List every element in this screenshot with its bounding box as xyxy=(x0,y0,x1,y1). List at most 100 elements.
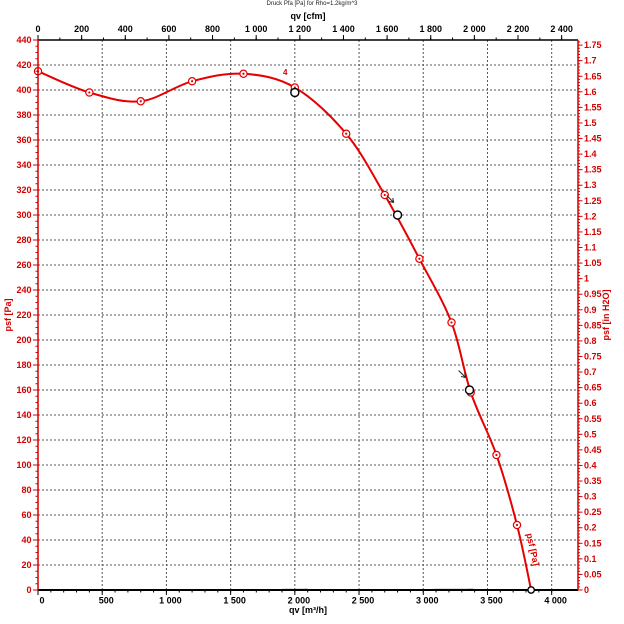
svg-text:1.25: 1.25 xyxy=(584,196,602,206)
svg-text:2 000: 2 000 xyxy=(463,24,486,34)
svg-text:0: 0 xyxy=(35,24,40,34)
svg-text:0.9: 0.9 xyxy=(584,305,597,315)
grid xyxy=(38,40,578,590)
svg-text:3 000: 3 000 xyxy=(416,596,439,606)
svg-text:240: 240 xyxy=(16,285,31,295)
svg-text:0.95: 0.95 xyxy=(584,289,602,299)
svg-text:1.1: 1.1 xyxy=(584,243,597,253)
svg-text:100: 100 xyxy=(16,460,31,470)
svg-text:160: 160 xyxy=(16,385,31,395)
svg-text:0: 0 xyxy=(26,585,31,595)
svg-text:60: 60 xyxy=(21,510,31,520)
svg-text:1 500: 1 500 xyxy=(223,596,246,606)
svg-text:0: 0 xyxy=(39,596,44,606)
svg-text:1.2: 1.2 xyxy=(584,211,597,221)
svg-text:200: 200 xyxy=(74,24,89,34)
point-label: 4 xyxy=(283,68,288,77)
svg-text:0.45: 0.45 xyxy=(584,445,602,455)
svg-text:40: 40 xyxy=(21,535,31,545)
svg-text:1 400: 1 400 xyxy=(332,24,355,34)
svg-text:0.6: 0.6 xyxy=(584,398,597,408)
svg-text:0.65: 0.65 xyxy=(584,383,602,393)
curve-end-marker xyxy=(527,586,536,594)
svg-text:0.7: 0.7 xyxy=(584,367,597,377)
svg-text:1.5: 1.5 xyxy=(584,118,597,128)
svg-text:0.25: 0.25 xyxy=(584,507,602,517)
svg-text:0.85: 0.85 xyxy=(584,320,602,330)
svg-text:1 800: 1 800 xyxy=(419,24,442,34)
svg-text:0.15: 0.15 xyxy=(584,538,602,548)
operating-points xyxy=(290,87,475,395)
pointer-arrow-icon xyxy=(458,370,467,378)
annotations: 4 xyxy=(283,68,467,378)
svg-text:1.3: 1.3 xyxy=(584,180,597,190)
svg-text:80: 80 xyxy=(21,485,31,495)
svg-text:400: 400 xyxy=(16,85,31,95)
svg-text:280: 280 xyxy=(16,235,31,245)
svg-text:800: 800 xyxy=(205,24,220,34)
svg-text:260: 260 xyxy=(16,260,31,270)
svg-text:0.05: 0.05 xyxy=(584,569,602,579)
svg-text:1.55: 1.55 xyxy=(584,102,602,112)
svg-text:1.7: 1.7 xyxy=(584,56,597,66)
svg-text:1.75: 1.75 xyxy=(584,40,602,50)
svg-text:1.35: 1.35 xyxy=(584,165,602,175)
svg-text:600: 600 xyxy=(161,24,176,34)
pointer-arrow-icon xyxy=(386,195,395,203)
svg-text:400: 400 xyxy=(118,24,133,34)
fan-curve xyxy=(37,70,533,591)
svg-text:1 600: 1 600 xyxy=(376,24,399,34)
svg-text:420: 420 xyxy=(16,60,31,70)
svg-text:1.6: 1.6 xyxy=(584,87,597,97)
svg-text:2 000: 2 000 xyxy=(288,596,311,606)
svg-text:1.65: 1.65 xyxy=(584,71,602,81)
svg-text:0.3: 0.3 xyxy=(584,492,597,502)
svg-text:220: 220 xyxy=(16,310,31,320)
svg-text:1.4: 1.4 xyxy=(584,149,597,159)
svg-text:1: 1 xyxy=(584,274,589,284)
operating-point-marker xyxy=(290,87,300,98)
svg-text:1 200: 1 200 xyxy=(289,24,312,34)
svg-text:180: 180 xyxy=(16,360,31,370)
svg-text:0.8: 0.8 xyxy=(584,336,597,346)
svg-text:2 200: 2 200 xyxy=(507,24,530,34)
svg-text:2 500: 2 500 xyxy=(352,596,375,606)
fan-pressure-curve-path xyxy=(37,70,533,591)
svg-text:0.55: 0.55 xyxy=(584,414,602,424)
svg-text:20: 20 xyxy=(21,560,31,570)
curve-label: psf [Pa] xyxy=(524,532,541,566)
svg-text:320: 320 xyxy=(16,185,31,195)
svg-text:1 000: 1 000 xyxy=(159,596,182,606)
svg-text:1 000: 1 000 xyxy=(245,24,268,34)
svg-text:2 400: 2 400 xyxy=(550,24,573,34)
svg-text:440: 440 xyxy=(16,35,31,45)
svg-text:0: 0 xyxy=(584,585,589,595)
svg-text:0.5: 0.5 xyxy=(584,429,597,439)
svg-text:500: 500 xyxy=(99,596,114,606)
svg-text:1.45: 1.45 xyxy=(584,134,602,144)
fan-curve-label: psf [Pa] xyxy=(524,532,541,566)
svg-text:1.05: 1.05 xyxy=(584,258,602,268)
svg-text:120: 120 xyxy=(16,435,31,445)
svg-text:340: 340 xyxy=(16,160,31,170)
svg-text:0.2: 0.2 xyxy=(584,523,597,533)
fan-curve-markers xyxy=(33,67,522,530)
operating-point-marker xyxy=(392,210,403,220)
svg-text:380: 380 xyxy=(16,110,31,120)
svg-text:3 500: 3 500 xyxy=(480,596,503,606)
operating-point-marker xyxy=(464,385,475,395)
svg-text:360: 360 xyxy=(16,135,31,145)
axis-ticks: 0 200 400 600 800 1 000 1 200 1 400 1 600 1 800 2 … xyxy=(16,24,601,606)
svg-text:0.4: 0.4 xyxy=(584,460,597,470)
svg-text:1.15: 1.15 xyxy=(584,227,602,237)
curve-end-marker xyxy=(527,586,536,594)
svg-text:200: 200 xyxy=(16,335,31,345)
svg-text:4 000: 4 000 xyxy=(544,596,567,606)
svg-text:0.1: 0.1 xyxy=(584,554,597,564)
svg-text:300: 300 xyxy=(16,210,31,220)
svg-text:0.35: 0.35 xyxy=(584,476,602,486)
svg-text:140: 140 xyxy=(16,410,31,420)
svg-text:0.75: 0.75 xyxy=(584,351,602,361)
